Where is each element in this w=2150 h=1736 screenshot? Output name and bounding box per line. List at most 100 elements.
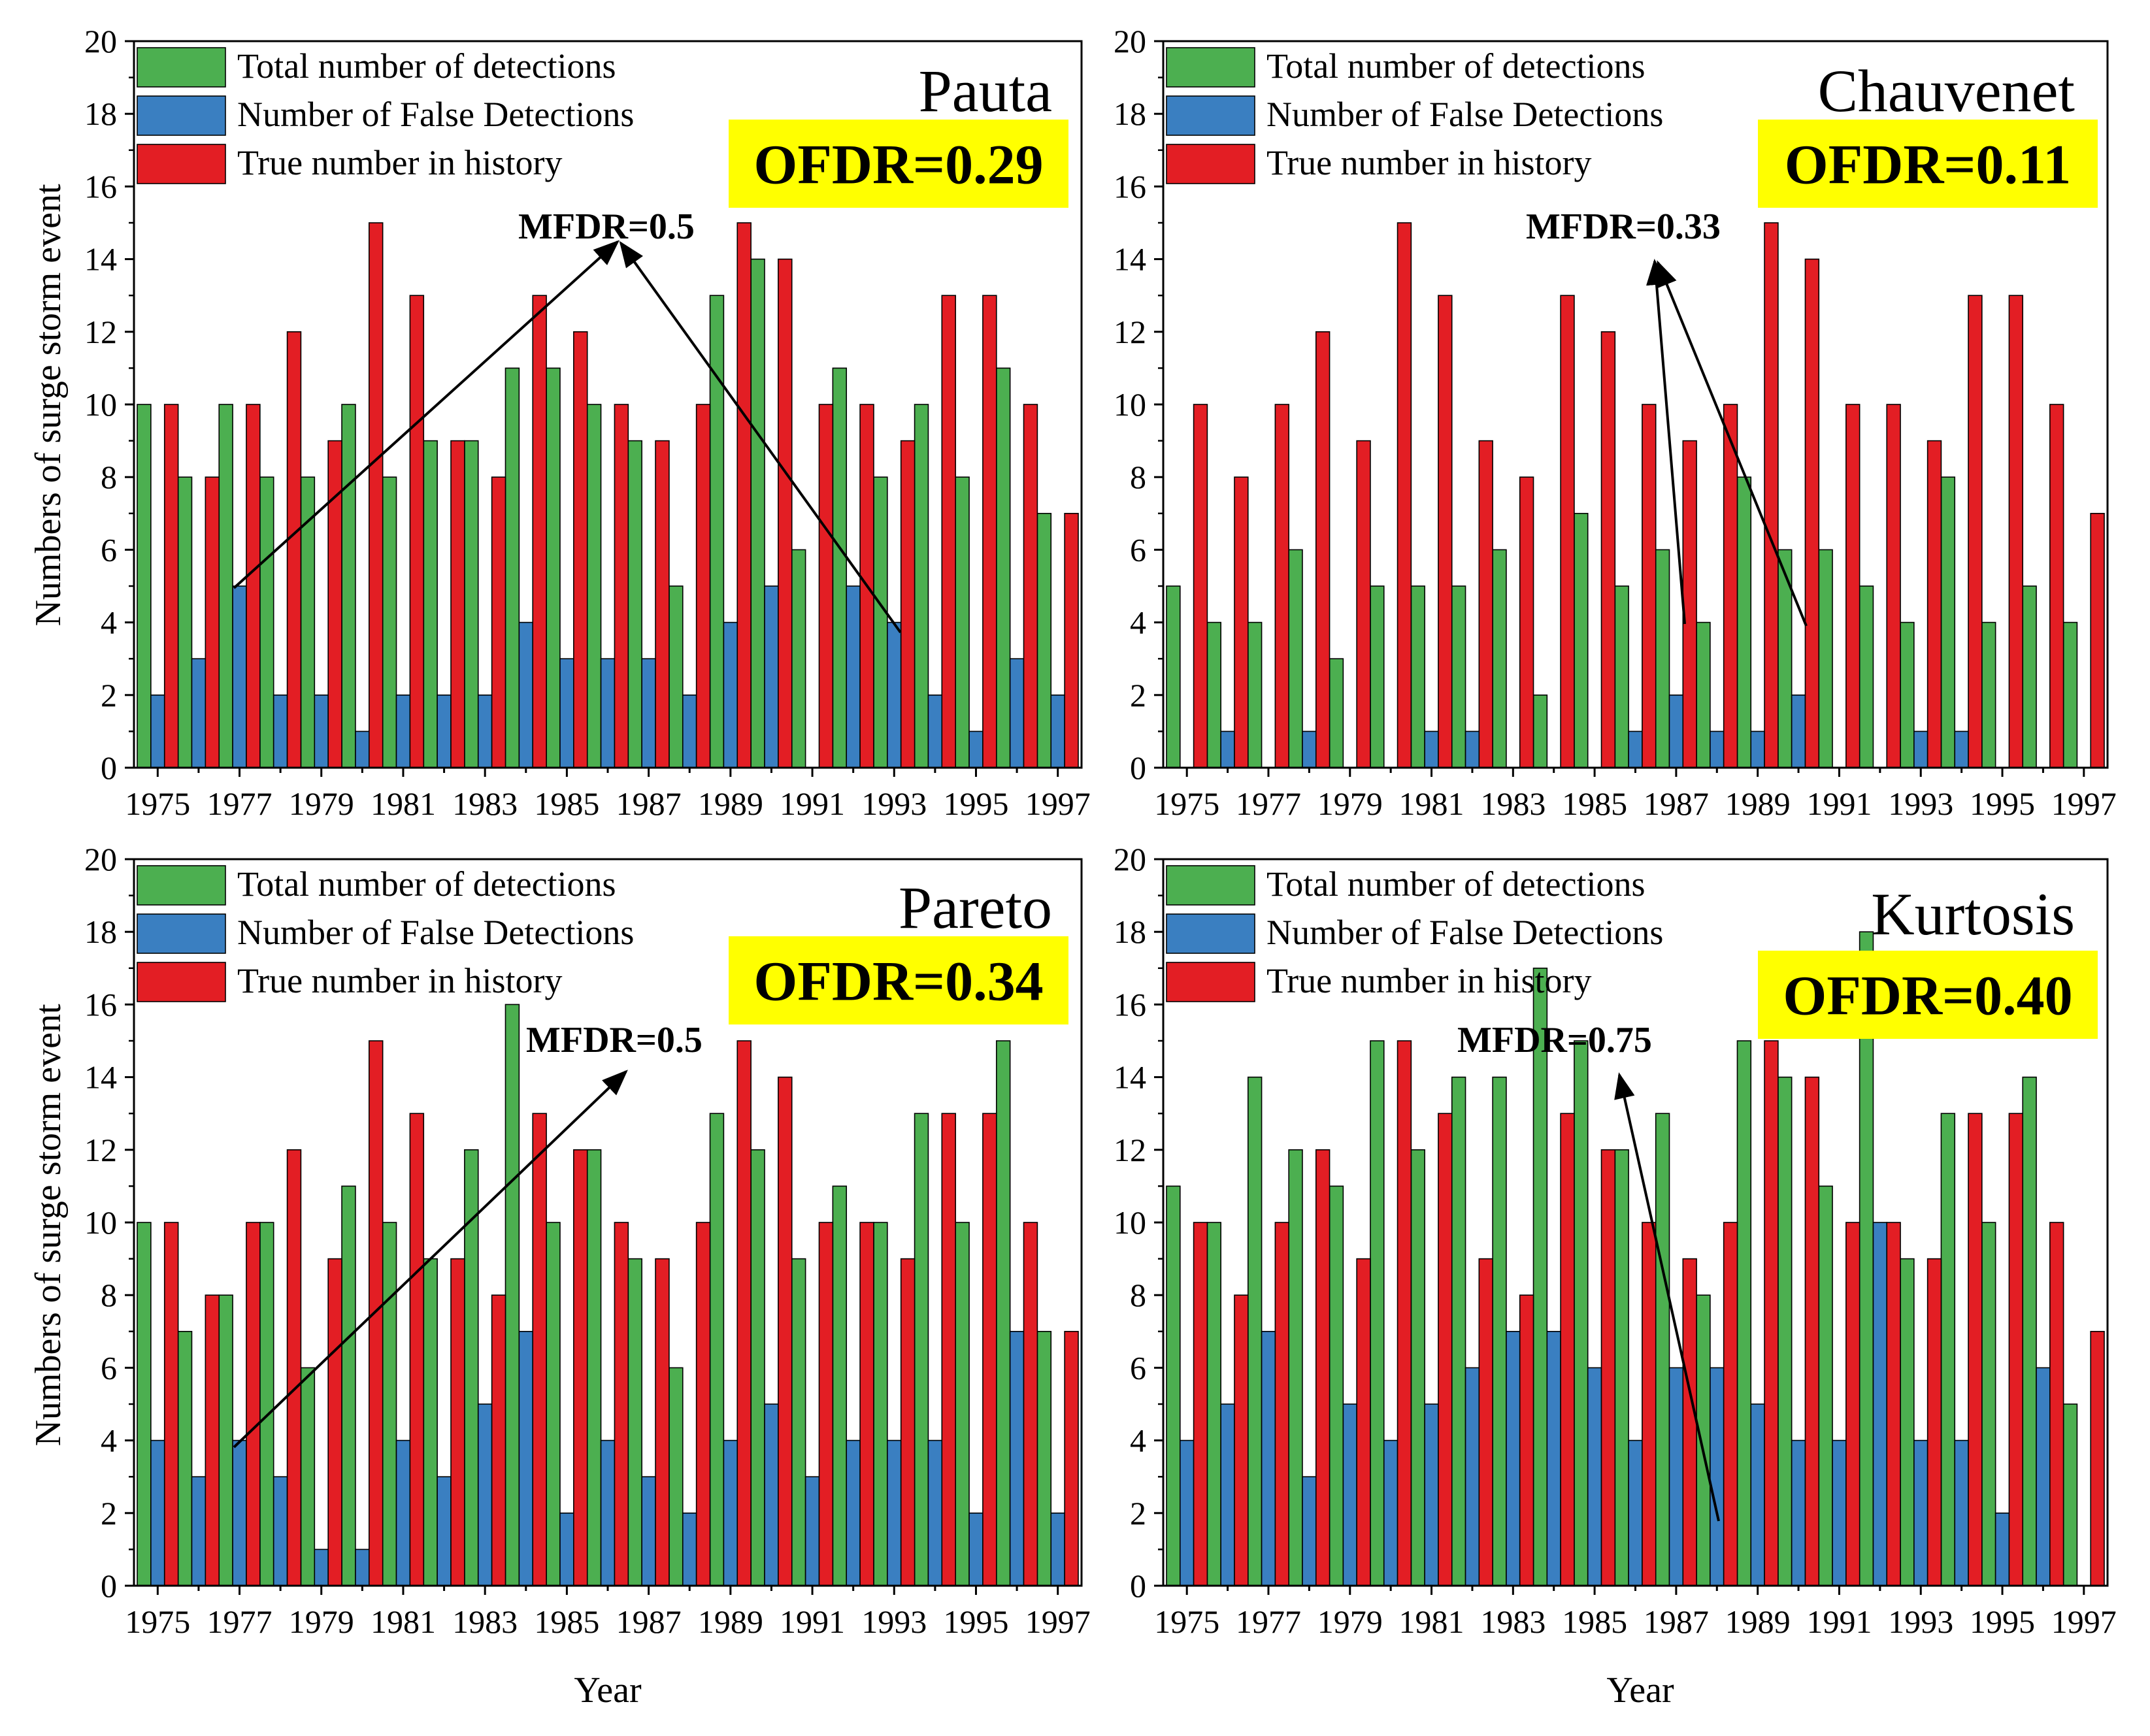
bar-false-1993: [887, 621, 902, 768]
x-tick-label: 1977: [1236, 1603, 1301, 1640]
bar-total-1979: [300, 1367, 316, 1586]
x-tick-label: 1989: [698, 785, 763, 822]
x-tick-label: 1983: [1480, 785, 1546, 822]
bar-true-1978: [1315, 331, 1331, 768]
bar-false-1982: [1464, 730, 1480, 768]
x-tick-label: 1983: [1480, 1603, 1546, 1640]
x-tick-label: 1979: [289, 785, 354, 822]
bar-true-1997: [2090, 512, 2105, 768]
bar-true-1992: [1886, 1222, 1901, 1586]
bar-false-1975: [150, 695, 165, 768]
bar-total-1996: [995, 367, 1011, 768]
legend-swatch-total: [137, 47, 226, 88]
bar-total-1993: [873, 1222, 888, 1586]
bar-true-1976: [1234, 476, 1249, 768]
y-tick-label: 12: [1114, 314, 1146, 350]
bar-true-1988: [695, 404, 711, 768]
y-tick-label: 0: [1130, 1567, 1146, 1604]
bar-total-1997: [2062, 621, 2078, 768]
bar-total-1979: [1329, 1185, 1344, 1586]
legend-label-total: Total number of detections: [1266, 46, 1646, 86]
x-tick-label: 1991: [1806, 785, 1872, 822]
panel-pareto: 0 2 4 6 8 10 12 14 16 18 20 1975 1977 1979 1981 1983 198…: [84, 841, 1091, 1640]
bar-total-1994: [1940, 476, 1956, 768]
bar-total-1997: [1036, 1331, 1052, 1586]
x-tick-label: 1985: [534, 1603, 599, 1640]
bar-total-1995: [1981, 621, 1996, 768]
bar-true-1986: [1642, 1222, 1657, 1586]
bar-true-1995: [982, 295, 997, 768]
x-tick-label: 1989: [698, 1603, 763, 1640]
bar-total-1981: [382, 1222, 397, 1586]
x-tick-label: 1985: [1562, 785, 1627, 822]
bar-total-1989: [1736, 1040, 1752, 1586]
bar-total-1995: [955, 1222, 970, 1586]
y-tick-label: 8: [1130, 459, 1146, 495]
bar-total-1976: [177, 1331, 193, 1586]
bar-false-1988: [1710, 1367, 1725, 1586]
bar-total-1979: [1329, 658, 1344, 768]
bar-true-1995: [982, 1113, 997, 1586]
bar-true-1979: [327, 440, 342, 768]
bar-false-1987: [1668, 1367, 1684, 1586]
bar-true-1997: [1064, 1331, 1079, 1586]
bar-true-1989: [736, 222, 752, 768]
x-tick-label: 1975: [125, 1603, 190, 1640]
bar-total-1993: [873, 476, 888, 768]
y-tick-label: 8: [101, 1277, 117, 1313]
bar-total-1983: [1492, 1076, 1507, 1586]
x-tick-label: 1987: [1644, 785, 1709, 822]
bar-true-1986: [614, 1222, 629, 1586]
bar-true-1977: [246, 404, 261, 768]
bar-total-1978: [1288, 549, 1303, 768]
bar-false-1988: [682, 695, 697, 768]
bar-total-1990: [750, 1149, 765, 1586]
panel-kurtosis: 0 2 4 6 8 10 12 14 16 18 20 1975 1977 1979 1981 1983 198…: [1114, 841, 2117, 1640]
bar-false-1989: [1750, 730, 1765, 768]
bar-false-1985: [559, 1513, 574, 1586]
y-tick-label: 14: [1114, 241, 1146, 278]
bar-true-1994: [1968, 1113, 1983, 1586]
bar-false-1989: [723, 621, 738, 768]
legend-label-false: Number of False Detections: [1266, 913, 1663, 952]
bar-total-1977: [1247, 1076, 1263, 1586]
bar-total-1994: [1940, 1113, 1956, 1586]
mfdr-arrow: [1657, 260, 1808, 627]
legend-swatch-false: [1166, 913, 1255, 954]
bar-true-1986: [1642, 404, 1657, 768]
bar-false-1990: [1791, 1439, 1806, 1586]
bar-true-1991: [1845, 404, 1861, 768]
y-tick-label: 18: [84, 913, 117, 950]
bar-total-1986: [586, 1149, 602, 1586]
bar-total-1977: [1247, 621, 1263, 768]
bar-false-1980: [355, 730, 370, 768]
bar-true-1985: [1600, 331, 1616, 768]
bar-true-1997: [1064, 512, 1079, 768]
x-tick-label: 1995: [1970, 785, 2035, 822]
bar-total-1989: [709, 295, 725, 768]
mfdr-label: MFDR=0.5: [526, 1020, 703, 1060]
bar-false-1996: [1009, 658, 1025, 768]
bar-false-1994: [1954, 1439, 1969, 1586]
mfdr-arrow: [1646, 259, 1686, 625]
bar-false-1983: [1506, 1331, 1521, 1586]
bar-total-1984: [1532, 695, 1548, 768]
bar-false-1975: [150, 1439, 165, 1586]
bar-true-1980: [368, 222, 384, 768]
bar-true-1984: [532, 295, 547, 768]
x-tick-label: 1987: [616, 785, 682, 822]
legend-label-false: Number of False Detections: [1266, 95, 1663, 134]
bar-false-1986: [600, 658, 616, 768]
bar-true-1997: [2090, 1331, 2105, 1586]
bar-total-1976: [177, 476, 193, 768]
legend-label-false: Number of False Detections: [237, 913, 634, 952]
bar-total-1978: [1288, 1149, 1303, 1586]
x-tick-label: 1989: [1725, 1603, 1791, 1640]
x-tick-label: 1989: [1725, 785, 1791, 822]
bar-true-1982: [450, 1258, 465, 1586]
bar-total-1982: [423, 440, 438, 768]
bar-total-1984: [1532, 968, 1548, 1586]
bar-true-1990: [778, 1076, 793, 1586]
bar-total-1976: [1206, 621, 1221, 768]
